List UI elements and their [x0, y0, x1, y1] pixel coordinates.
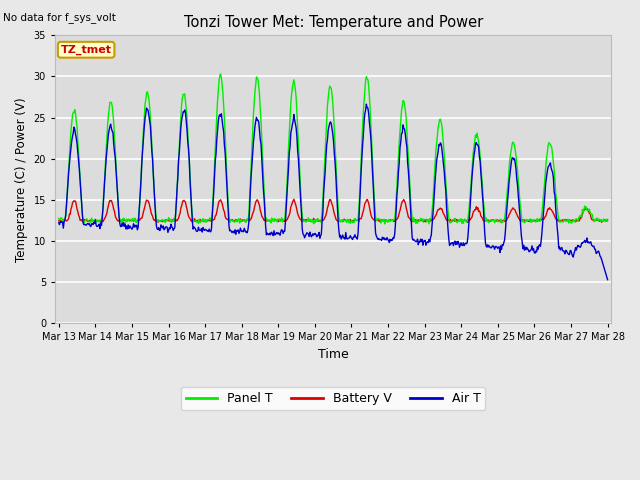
Panel T	[65, 167, 72, 172]
Panel T	[217, 71, 225, 77]
Battery V	[65, 216, 72, 222]
Air T	[55, 220, 63, 226]
Battery V	[177, 205, 185, 211]
Air T	[65, 169, 72, 175]
Battery V	[401, 199, 408, 204]
Air T	[177, 124, 185, 130]
Panel T	[122, 218, 129, 224]
Battery V	[290, 196, 298, 202]
Text: TZ_tmet: TZ_tmet	[61, 45, 111, 55]
Line: Air T: Air T	[59, 104, 607, 280]
Legend: Panel T, Battery V, Air T: Panel T, Battery V, Air T	[181, 387, 486, 410]
Panel T	[55, 216, 63, 221]
Battery V	[604, 217, 611, 223]
Panel T	[381, 221, 388, 227]
Air T	[401, 126, 408, 132]
Battery V	[55, 218, 63, 224]
Y-axis label: Temperature (C) / Power (V): Temperature (C) / Power (V)	[15, 97, 28, 262]
Panel T	[401, 107, 409, 113]
Title: Tonzi Tower Met: Temperature and Power: Tonzi Tower Met: Temperature and Power	[184, 15, 483, 30]
Battery V	[464, 219, 472, 225]
Air T	[417, 236, 424, 242]
Line: Battery V: Battery V	[59, 199, 607, 222]
Panel T	[417, 216, 425, 222]
Panel T	[206, 215, 214, 221]
Air T	[362, 101, 370, 107]
Air T	[604, 277, 611, 283]
Line: Panel T: Panel T	[59, 74, 607, 224]
Air T	[206, 228, 214, 234]
Battery V	[122, 217, 129, 223]
Air T	[122, 221, 129, 227]
Battery V	[417, 217, 424, 223]
Battery V	[206, 217, 214, 223]
Panel T	[604, 218, 611, 224]
X-axis label: Time: Time	[318, 348, 349, 361]
Panel T	[177, 115, 185, 120]
Text: No data for f_sys_volt: No data for f_sys_volt	[3, 12, 116, 23]
